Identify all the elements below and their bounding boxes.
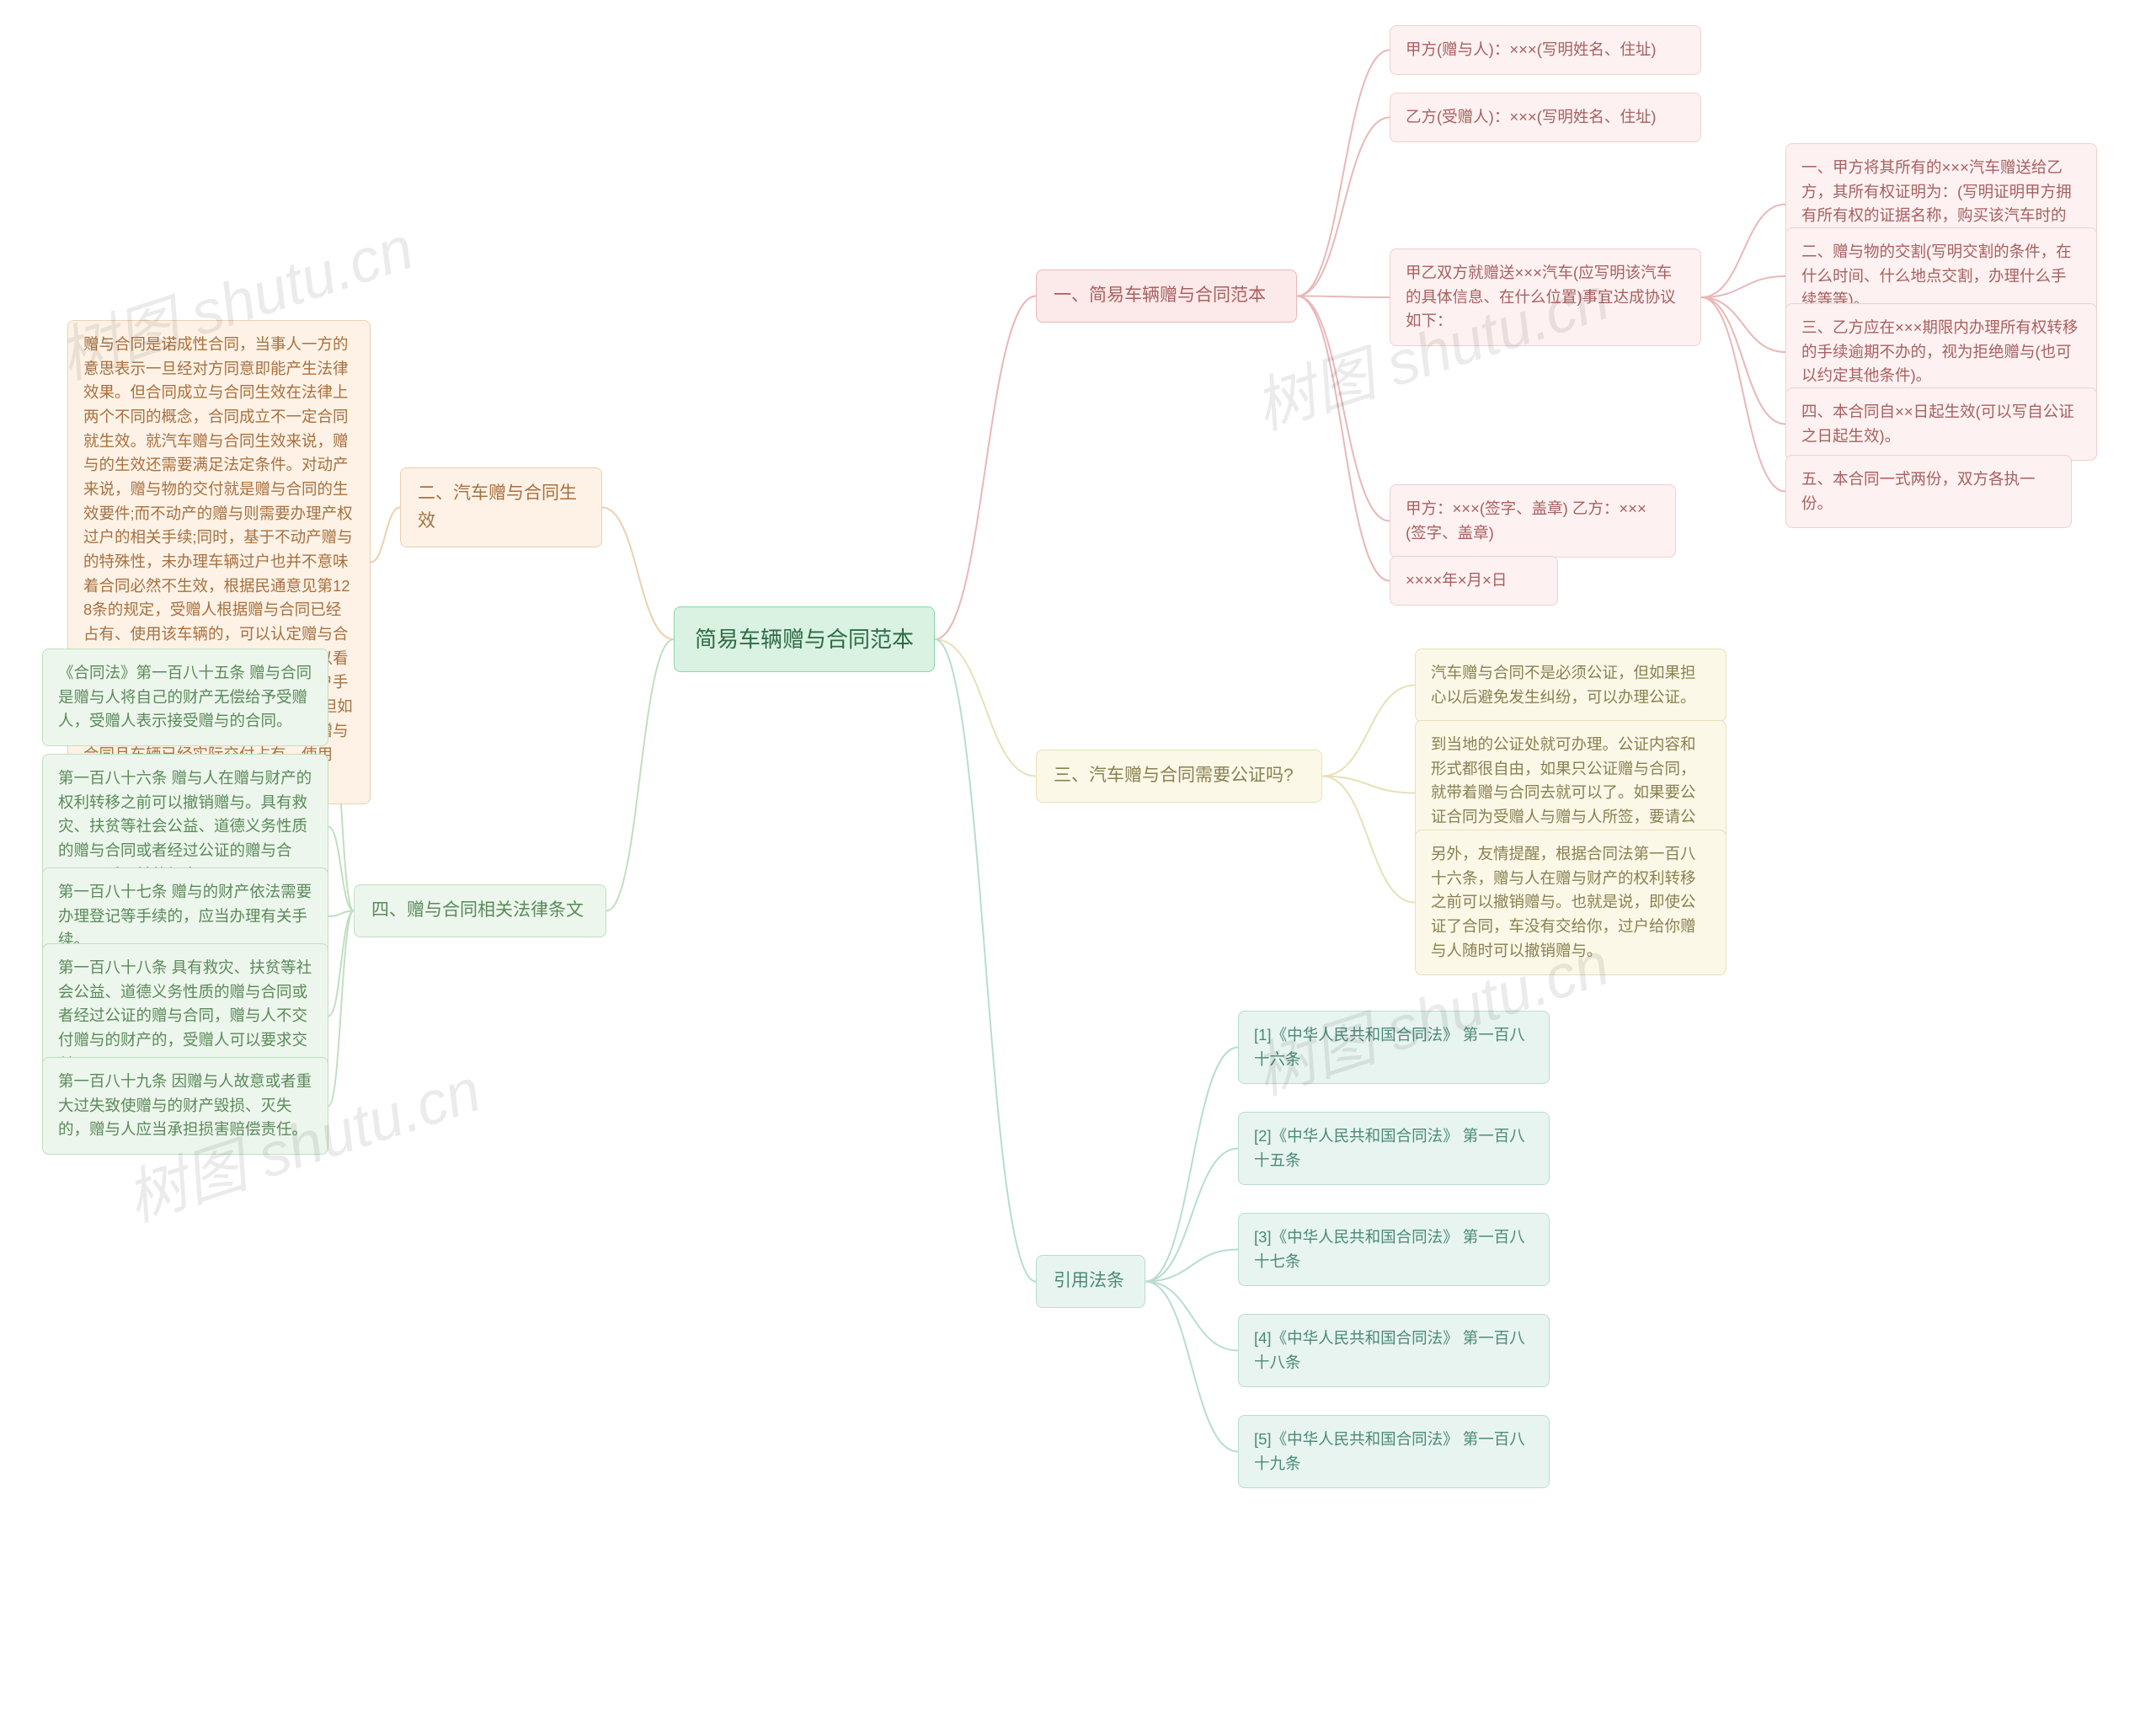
branch-4-label: 四、赠与合同相关法律条文 — [371, 900, 584, 920]
branch-5-child-5: [5]《中华人民共和国合同法》 第一百八十九条 — [1238, 1415, 1550, 1488]
branch-2-label: 二、汽车赠与合同生效 — [418, 483, 577, 531]
branch-2: 二、汽车赠与合同生效 — [400, 467, 602, 547]
branch-4-child-5: 第一百八十九条 因赠与人故意或者重大过失致使赠与的财产毁损、灭失的，赠与人应当承… — [42, 1057, 328, 1155]
branch-3-label: 三、汽车赠与合同需要公证吗? — [1054, 766, 1294, 785]
branch-1-child-4: 甲方：×××(签字、盖章) 乙方：×××(签字、盖章) — [1390, 484, 1676, 558]
branch-1-child-1: 甲方(赠与人)：×××(写明姓名、住址) — [1390, 25, 1701, 75]
branch-1-child-3-sub-4: 四、本合同自××日起生效(可以写自公证之日起生效)。 — [1785, 387, 2097, 461]
branch-3-child-1: 汽车赠与合同不是必须公证，但如果担心以后避免发生纠纷，可以办理公证。 — [1415, 649, 1726, 722]
branch-1-child-3: 甲乙双方就赠送×××汽车(应写明该汽车的具体信息、在什么位置)事宜达成协议如下： — [1390, 248, 1701, 346]
branch-4: 四、赠与合同相关法律条文 — [354, 884, 606, 937]
branch-1: 一、简易车辆赠与合同范本 — [1036, 270, 1297, 323]
branch-5: 引用法条 — [1036, 1255, 1145, 1308]
branch-1-label: 一、简易车辆赠与合同范本 — [1054, 286, 1266, 305]
branch-1-child-3-sub-5: 五、本合同一式两份，双方各执一份。 — [1785, 455, 2072, 528]
branch-1-child-2: 乙方(受赠人)：×××(写明姓名、住址) — [1390, 93, 1701, 142]
branch-5-child-4: [4]《中华人民共和国合同法》 第一百八十八条 — [1238, 1314, 1550, 1387]
branch-5-child-2: [2]《中华人民共和国合同法》 第一百八十五条 — [1238, 1112, 1550, 1185]
branch-1-child-5: ××××年×月×日 — [1390, 556, 1558, 606]
branch-4-child-1: 《合同法》第一百八十五条 赠与合同是赠与人将自己的财产无偿给予受赠人，受赠人表示… — [42, 649, 328, 746]
root-node: 简易车辆赠与合同范本 — [674, 606, 935, 672]
branch-1-child-3-sub-3: 三、乙方应在×××期限内办理所有权转移的手续逾期不办的，视为拒绝赠与(也可以约定… — [1785, 303, 2097, 401]
branch-3: 三、汽车赠与合同需要公证吗? — [1036, 750, 1322, 803]
branch-3-child-3: 另外，友情提醒，根据合同法第一百八十六条，赠与人在赠与财产的权利转移之前可以撤销… — [1415, 830, 1726, 975]
root-label: 简易车辆赠与合同范本 — [695, 627, 914, 652]
branch-5-child-1: [1]《中华人民共和国合同法》 第一百八十六条 — [1238, 1011, 1550, 1084]
branch-5-label: 引用法条 — [1054, 1271, 1124, 1290]
mindmap-canvas: 简易车辆赠与合同范本 一、简易车辆赠与合同范本 甲方(赠与人)：×××(写明姓名… — [0, 0, 2156, 1719]
branch-5-child-3: [3]《中华人民共和国合同法》 第一百八十七条 — [1238, 1213, 1550, 1286]
